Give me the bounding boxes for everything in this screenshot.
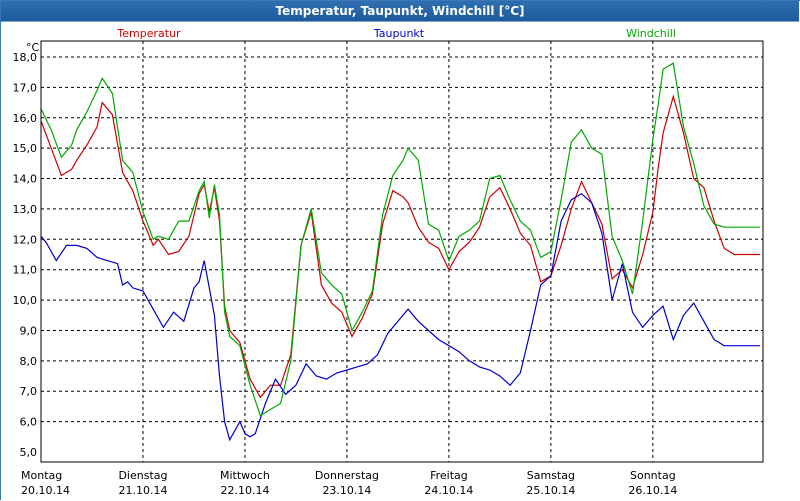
x-tick-day: Donnerstag [315, 469, 379, 482]
y-tick-label: 12,0 [13, 233, 38, 246]
window-title: Temperatur, Taupunkt, Windchill [°C] [1, 1, 799, 22]
y-tick-label: 11,0 [13, 264, 38, 277]
y-tick-label: 7,0 [20, 385, 38, 398]
series-line-taupunkt [40, 192, 760, 442]
x-axis-labels: Montag 20.10.14 Dienstag 21.10.14 Mittwoch 22… [21, 469, 677, 497]
x-tick-date: 26.10.14 [628, 484, 677, 497]
y-tick-label: 5,0 [20, 446, 38, 459]
y-tick-label: 6,0 [20, 416, 38, 429]
legend-taupunkt: Taupunkt [373, 27, 425, 40]
x-tick-date: 21.10.14 [118, 484, 167, 497]
legend-windchill: Windchill [626, 27, 676, 40]
y-tick-label: 9,0 [20, 324, 38, 337]
x-tick-date: 25.10.14 [526, 484, 575, 497]
y-tick-label: 13,0 [13, 203, 38, 216]
y-axis-labels: 5,0 6,0 7,0 8,0 9,0 10,0 11,0 12,0 13,0 14,0 15,0 1… [13, 51, 38, 459]
x-tick-day: Freitag [430, 469, 468, 482]
x-tick-day: Dienstag [118, 469, 167, 482]
series-line-windchill [40, 62, 760, 417]
y-unit-label: °C [26, 41, 40, 54]
series-line-temperatur [40, 94, 760, 399]
y-tick-label: 10,0 [13, 294, 38, 307]
x-tick-day: Mittwoch [220, 469, 270, 482]
y-tick-label: 15,0 [13, 142, 38, 155]
x-tick-day: Montag [21, 469, 62, 482]
y-tick-label: 8,0 [20, 355, 38, 368]
x-tick-day: Samstag [527, 469, 575, 482]
plot-frame [40, 40, 764, 463]
y-tick-label: 16,0 [13, 112, 38, 125]
y-tick-label: 14,0 [13, 173, 38, 186]
y-tick-label: 17,0 [13, 81, 38, 94]
x-tick-date: 23.10.14 [322, 484, 371, 497]
x-tick-date: 20.10.14 [21, 484, 70, 497]
legend-temperatur: Temperatur [116, 27, 181, 40]
y-tick-label: 18,0 [13, 51, 38, 64]
series-lines [40, 62, 760, 442]
grid-lines [41, 41, 763, 462]
x-tick-date: 22.10.14 [220, 484, 269, 497]
x-tick-day: Sonntag [630, 469, 676, 482]
x-tick-date: 24.10.14 [424, 484, 473, 497]
